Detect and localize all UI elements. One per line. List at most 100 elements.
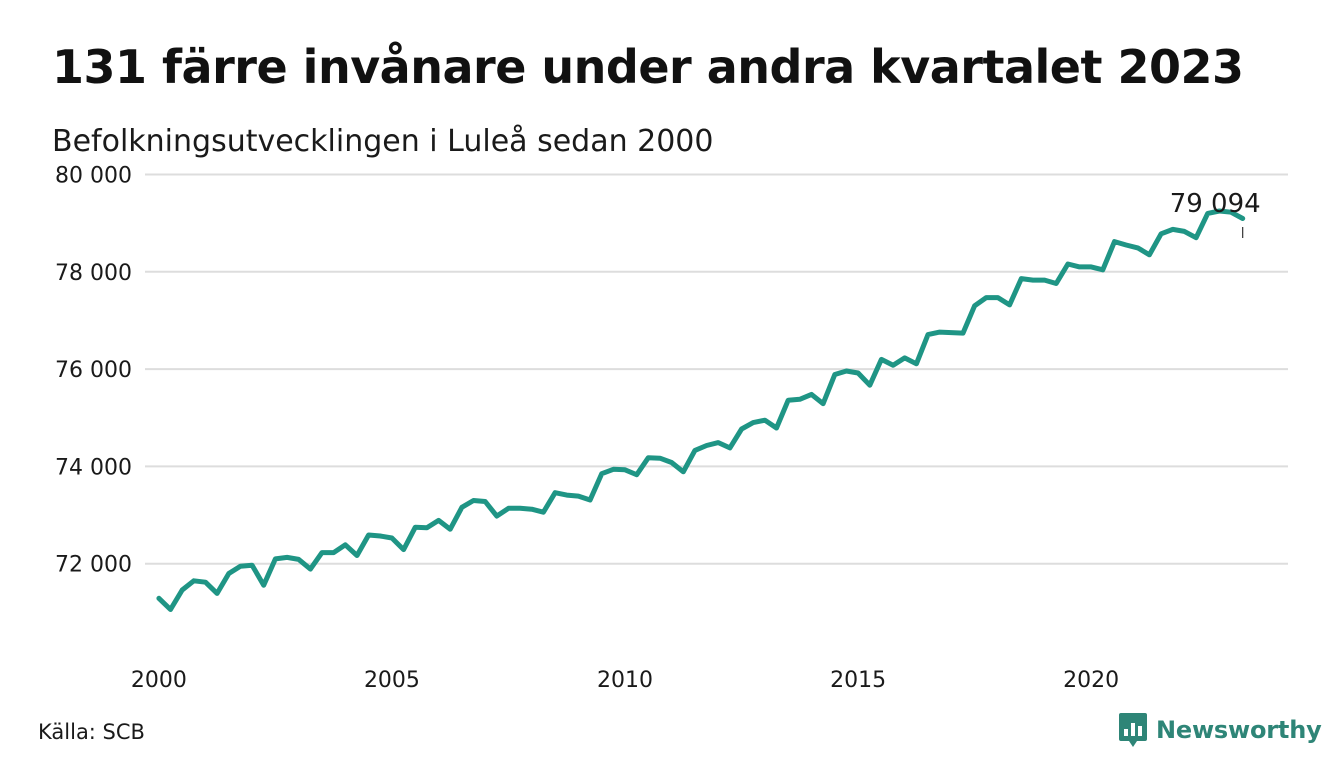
data-point (658, 456, 663, 461)
x-tick-label: 2020 (1063, 668, 1119, 693)
data-point (611, 467, 616, 472)
data-point (995, 295, 1000, 300)
data-point (1147, 252, 1152, 257)
data-point (867, 383, 872, 388)
data-point (378, 534, 383, 539)
data-point (623, 467, 628, 472)
data-point (774, 426, 779, 431)
y-tick-label: 72 000 (55, 553, 132, 578)
data-point (1065, 262, 1070, 267)
data-point (1077, 264, 1082, 269)
data-point (692, 448, 697, 453)
data-point (413, 525, 418, 530)
data-point (483, 499, 488, 504)
y-axis-ticks: 72 000 74 000 76 000 78 000 80 000 (55, 163, 132, 577)
data-point (844, 369, 849, 374)
data-point (809, 392, 814, 397)
data-point (949, 330, 954, 335)
data-point (296, 557, 301, 562)
data-point (401, 547, 406, 552)
population-series-line (156, 208, 1246, 612)
data-point (261, 583, 266, 588)
data-point (273, 556, 278, 561)
data-point (1194, 235, 1199, 240)
data-point (471, 498, 476, 503)
data-point (238, 564, 243, 569)
data-point (937, 330, 942, 335)
data-point (355, 553, 360, 558)
data-point (226, 571, 231, 576)
data-point (751, 420, 756, 425)
annotation-layer: 79 094 (1170, 189, 1261, 238)
data-point (529, 507, 534, 512)
data-point (576, 494, 581, 499)
data-point (727, 445, 732, 450)
data-point (926, 332, 931, 337)
brand-name: Newsworthy (1156, 716, 1322, 744)
x-axis-ticks: 2000 2005 2010 2015 2020 (131, 668, 1119, 693)
data-point (1112, 239, 1117, 244)
data-point (191, 578, 196, 583)
data-point (704, 443, 709, 448)
data-point (1100, 267, 1105, 272)
data-point (961, 331, 966, 336)
data-point (168, 607, 173, 612)
data-point (506, 506, 511, 511)
data-point (448, 527, 453, 532)
data-point (716, 440, 721, 445)
data-point (203, 580, 208, 585)
data-point (634, 472, 639, 477)
data-point (902, 355, 907, 360)
data-point (821, 401, 826, 406)
chart-title: 131 färre invånare under andra kvartalet… (52, 40, 1244, 94)
data-point (972, 303, 977, 308)
data-point (669, 460, 674, 465)
data-point (494, 514, 499, 519)
series-layer (156, 208, 1246, 612)
data-point (308, 567, 313, 572)
data-point (285, 555, 290, 560)
data-point (1089, 264, 1094, 269)
data-point (1182, 229, 1187, 234)
data-point (320, 550, 325, 555)
data-point (1030, 278, 1035, 283)
data-point (541, 510, 546, 515)
data-point (1159, 231, 1164, 236)
y-tick-label: 80 000 (55, 163, 132, 188)
data-point (1019, 276, 1024, 281)
data-point (1170, 227, 1175, 232)
data-point (389, 536, 394, 541)
data-point (518, 506, 523, 511)
data-point (1042, 278, 1047, 283)
data-point (984, 295, 989, 300)
data-point (599, 471, 604, 476)
data-point (914, 361, 919, 366)
y-tick-label: 74 000 (55, 455, 132, 480)
data-point (436, 518, 441, 523)
data-point (1124, 243, 1129, 248)
data-point (1135, 245, 1140, 250)
data-point (564, 493, 569, 498)
newsworthy-logo-icon (1119, 713, 1147, 747)
data-point (786, 398, 791, 403)
data-point (588, 498, 593, 503)
last-value-label: 79 094 (1170, 189, 1261, 219)
data-point (331, 550, 336, 555)
data-point (553, 490, 558, 495)
data-point (856, 371, 861, 376)
x-tick-label: 2015 (830, 668, 886, 693)
data-point (250, 563, 255, 568)
x-tick-label: 2000 (131, 668, 187, 693)
data-point (762, 418, 767, 423)
brand-logo: Newsworthy (1118, 712, 1322, 748)
data-point (459, 505, 464, 510)
data-point (797, 397, 802, 402)
data-point (180, 588, 185, 593)
data-point (681, 469, 686, 474)
data-point (832, 372, 837, 377)
data-point (366, 533, 371, 538)
data-point (343, 542, 348, 547)
x-tick-label: 2005 (364, 668, 420, 693)
y-tick-label: 78 000 (55, 261, 132, 286)
